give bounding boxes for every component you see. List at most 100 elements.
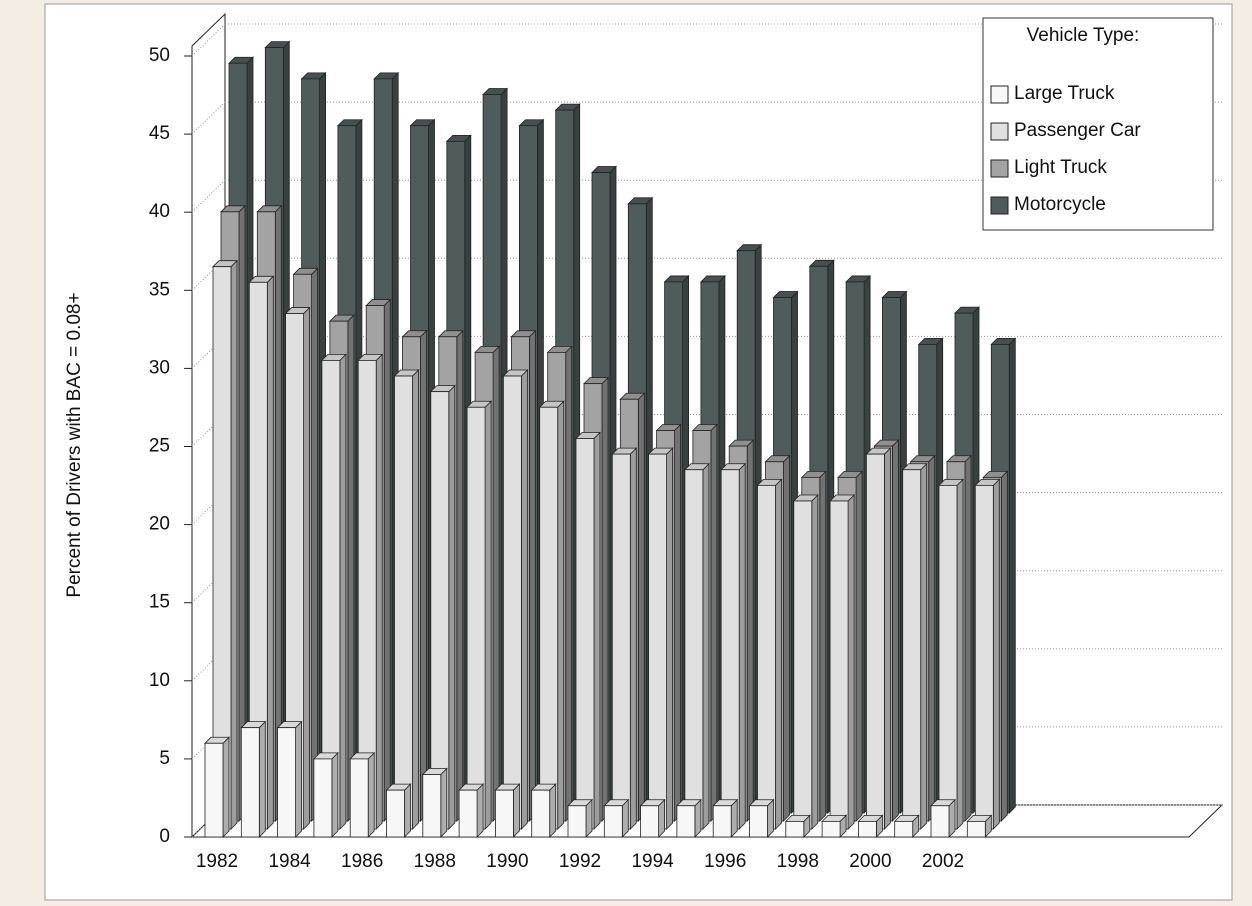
bar-side (702, 462, 710, 830)
bar-side (367, 751, 375, 838)
bar-side (549, 783, 557, 838)
bar (930, 798, 956, 838)
x-tick-label: 1994 (631, 851, 674, 872)
bar (611, 447, 638, 830)
y-tick-label: 30 (149, 357, 170, 378)
bar-front (712, 805, 732, 838)
y-tick-label: 50 (149, 45, 170, 66)
legend-swatch (990, 196, 1009, 215)
bar-side (557, 400, 565, 830)
bar (748, 798, 775, 838)
bar (429, 384, 456, 830)
bar-side (1000, 470, 1008, 822)
bar (466, 400, 493, 830)
bar-side (295, 720, 303, 838)
bar-side (964, 454, 972, 822)
bar-side (492, 345, 500, 822)
bar-side (710, 423, 718, 822)
bar-side (775, 478, 782, 830)
bar (421, 767, 448, 838)
bar-side (738, 462, 746, 830)
bar (829, 494, 856, 830)
x-tick-label: 1986 (341, 851, 383, 872)
bar-side (383, 298, 391, 822)
bar-side (1008, 337, 1016, 814)
y-tick-label: 10 (149, 670, 170, 691)
bar-front (829, 500, 849, 830)
legend-swatch (990, 159, 1009, 178)
legend-swatch (990, 85, 1009, 104)
bar (821, 814, 848, 838)
bar (357, 353, 384, 830)
bar-front (720, 469, 740, 830)
bar-front (938, 484, 958, 830)
bar (683, 462, 710, 830)
bar (204, 736, 230, 838)
x-tick-label: 1982 (196, 851, 238, 872)
bar-side (476, 783, 484, 838)
bar (240, 720, 267, 838)
bar-side (347, 314, 355, 822)
bar-side (884, 447, 891, 830)
bar (312, 751, 339, 838)
y-tick-label: 0 (159, 826, 170, 847)
x-tick-label: 2002 (922, 851, 964, 872)
bar-front (430, 391, 450, 830)
bar-front (603, 805, 623, 838)
legend-swatch (990, 122, 1009, 141)
bar-side (303, 306, 311, 830)
bar (639, 798, 666, 838)
bar-front (458, 789, 478, 838)
bar-side (404, 783, 411, 838)
y-tick-label: 20 (149, 514, 170, 535)
bar-side (420, 329, 427, 822)
bar-front (204, 742, 224, 838)
bar (276, 720, 303, 838)
bar (893, 814, 920, 838)
bar (494, 783, 521, 838)
bar-front (502, 375, 522, 830)
bar-side (230, 259, 238, 830)
x-tick-label: 1996 (704, 851, 746, 872)
bar-side (601, 376, 609, 822)
bar-side (783, 454, 790, 822)
y-tick-label: 35 (149, 279, 170, 300)
bar-front (866, 453, 885, 830)
legend-box (982, 17, 1214, 231)
bar-side (629, 447, 637, 830)
bar-side (311, 267, 319, 822)
bar-front (640, 805, 659, 838)
bar (865, 447, 892, 830)
y-tick-label: 25 (149, 436, 170, 457)
legend-label: Passenger Car (1014, 120, 1141, 141)
bar (720, 462, 747, 830)
bar-side (819, 470, 827, 822)
bar-side (513, 783, 520, 838)
bar-side (892, 439, 899, 822)
bar (575, 431, 601, 830)
bar-side (920, 462, 928, 830)
bar (385, 783, 412, 838)
legend-label: Large Truck (1014, 83, 1115, 104)
x-tick-label: 1998 (777, 851, 819, 872)
bar-side (992, 478, 1000, 830)
bar (792, 494, 819, 830)
bar (393, 369, 420, 830)
bar-front (466, 406, 486, 830)
bar (756, 478, 783, 830)
bar-side (484, 400, 492, 830)
bar-front (894, 820, 914, 838)
y-tick-label: 45 (149, 123, 170, 144)
bar-front (858, 820, 877, 838)
bar-front (749, 805, 768, 838)
bar-side (746, 439, 754, 822)
bar-side (339, 353, 347, 830)
bar-side (412, 369, 419, 830)
bar (966, 814, 993, 838)
bar-front (386, 789, 405, 838)
x-tick-label: 1990 (486, 851, 528, 872)
bar (603, 798, 630, 838)
legend: Vehicle Type: Large Truck Passenger Car Lig… (982, 17, 1214, 231)
bar-side (847, 494, 855, 830)
